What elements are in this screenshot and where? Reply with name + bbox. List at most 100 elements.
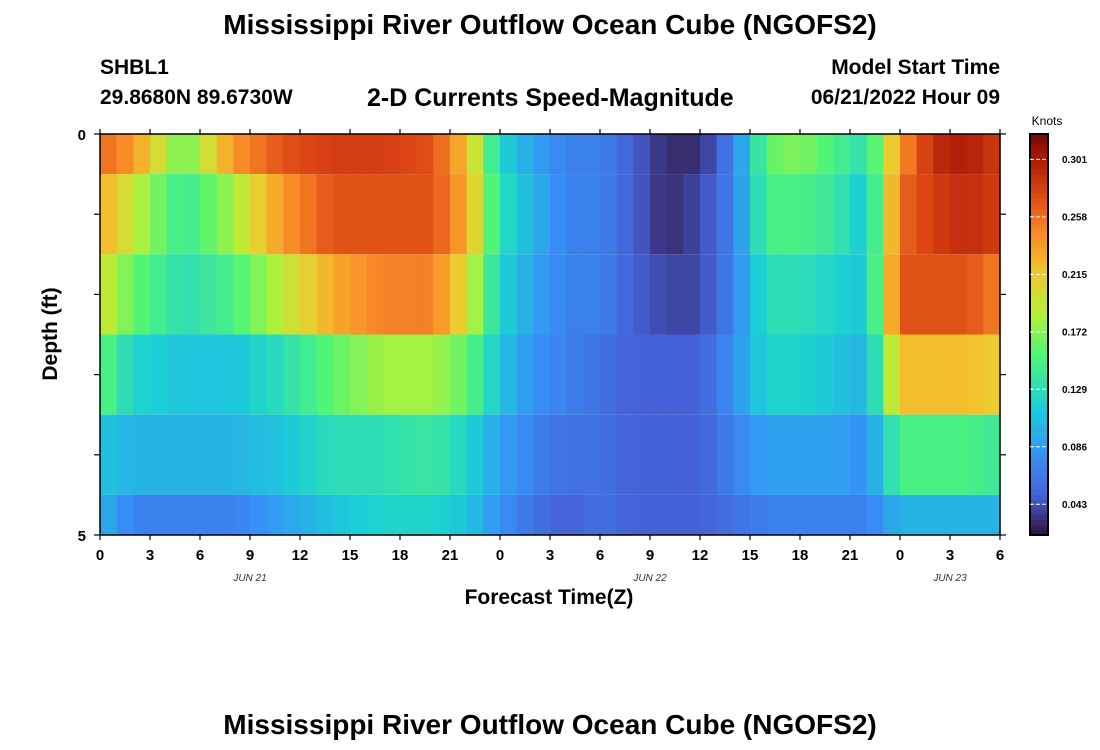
heatmap-cell (933, 254, 951, 335)
x-axis-label: Forecast Time(Z) (465, 586, 634, 609)
heatmap-cell (450, 174, 468, 255)
heatmap-cell (250, 494, 268, 535)
axes: 0 3 6 9 12 15 18 21 0 3 6 9 12 15 18 21 0 3 6 JUN 21 JUN 22 J… (78, 127, 1006, 584)
x-tick-label: 0 (96, 547, 104, 564)
heatmap-cell (250, 254, 268, 335)
heatmap-cell (733, 134, 751, 175)
heatmap-cell (833, 494, 851, 535)
heatmap-cell (916, 334, 934, 415)
colorbar-segment (1030, 379, 1048, 386)
heatmap-cell (633, 134, 651, 175)
heatmap-cell (533, 494, 551, 535)
colorbar-tick-label: 0.129 (1062, 385, 1087, 396)
heatmap-cell (633, 414, 651, 495)
heatmap-cell (933, 134, 951, 175)
heatmap-cell (700, 134, 718, 175)
colorbar-segment (1030, 509, 1048, 516)
heatmap-cell (550, 174, 568, 255)
heatmap-cell (683, 134, 701, 175)
heatmap-cell (200, 134, 218, 175)
heatmap-cell (900, 254, 918, 335)
colorbar-segment (1030, 234, 1048, 240)
heatmap-cell (966, 494, 984, 535)
heatmap-cell (683, 254, 701, 335)
heatmap-cell (266, 494, 284, 535)
heatmap-cell (766, 254, 784, 335)
heatmap-cell (650, 414, 668, 495)
colorbar-segment (1030, 519, 1048, 526)
heatmap-cell (333, 334, 351, 415)
heatmap-cell (816, 414, 834, 495)
heatmap-cell (533, 134, 551, 175)
heatmap-cell (433, 174, 451, 255)
heatmap-cell (900, 334, 918, 415)
heatmap-cell (166, 414, 184, 495)
heatmap-cell (133, 134, 151, 175)
heatmap-cell (883, 254, 901, 335)
heatmap-cell (716, 134, 734, 175)
colorbar-segment (1030, 389, 1048, 396)
heatmap-cell (950, 494, 968, 535)
heatmap-cell (983, 494, 1001, 535)
heatmap-cell (316, 494, 334, 535)
heatmap-cell (933, 494, 951, 535)
heatmap-cell (966, 414, 984, 495)
colorbar-segment (1030, 304, 1048, 311)
colorbar-segment (1030, 399, 1048, 406)
colorbar-segment (1030, 204, 1048, 210)
heatmap-cell (766, 174, 784, 255)
heatmap-cell (566, 134, 584, 175)
heatmap-cell (600, 334, 618, 415)
colorbar-segment (1030, 134, 1048, 140)
heatmap-cell (316, 334, 334, 415)
heatmap-cell (416, 334, 434, 415)
heatmap-cell (600, 174, 618, 255)
heatmap-cell (983, 254, 1001, 335)
heatmap-cell (500, 254, 518, 335)
heatmap-cell (983, 414, 1001, 495)
heatmap-cell (116, 334, 134, 415)
heatmap-cell (566, 414, 584, 495)
heatmap-cell (550, 414, 568, 495)
heatmap-cell (100, 334, 118, 415)
colorbar-segment (1030, 159, 1048, 165)
heatmap-cell (850, 334, 868, 415)
heatmap-cell (300, 334, 318, 415)
heatmap-cell (416, 494, 434, 535)
heatmap-cell (583, 174, 601, 255)
heatmap-cell (266, 134, 284, 175)
x-tick-label: 0 (896, 547, 904, 564)
heatmap-cell (750, 334, 768, 415)
heatmap-cell (233, 254, 251, 335)
heatmap-cell (583, 254, 601, 335)
heatmap-cell (400, 494, 418, 535)
heatmap-cell (750, 134, 768, 175)
heatmap-cell (516, 134, 534, 175)
station-coordinates: 29.8680N 89.6730W (100, 86, 293, 109)
colorbar-segment (1030, 249, 1048, 255)
x-tick-label: 12 (292, 547, 309, 564)
heatmap-cell (866, 334, 884, 415)
colorbar-segment (1030, 444, 1048, 451)
heatmap-cell (466, 334, 484, 415)
heatmap-cell (933, 174, 951, 255)
heatmap-cell (366, 174, 384, 255)
heatmap-cell (633, 254, 651, 335)
heatmap-cell (183, 494, 201, 535)
heatmap-cell (133, 494, 151, 535)
heatmap-cell (616, 174, 634, 255)
heatmap-cell (716, 334, 734, 415)
heatmap-cell (666, 134, 684, 175)
colorbar-segment (1030, 314, 1048, 321)
heatmap-cell (550, 254, 568, 335)
heatmap-cell (716, 254, 734, 335)
x-tick-label: 9 (646, 547, 654, 564)
heatmap-cell (700, 174, 718, 255)
heatmap-cell (583, 134, 601, 175)
heatmap-cell (133, 254, 151, 335)
colorbar-segment (1030, 254, 1048, 260)
heatmap-cell (500, 414, 518, 495)
heatmap-cell (250, 334, 268, 415)
heatmap-cell (216, 174, 234, 255)
heatmap-cell (750, 494, 768, 535)
